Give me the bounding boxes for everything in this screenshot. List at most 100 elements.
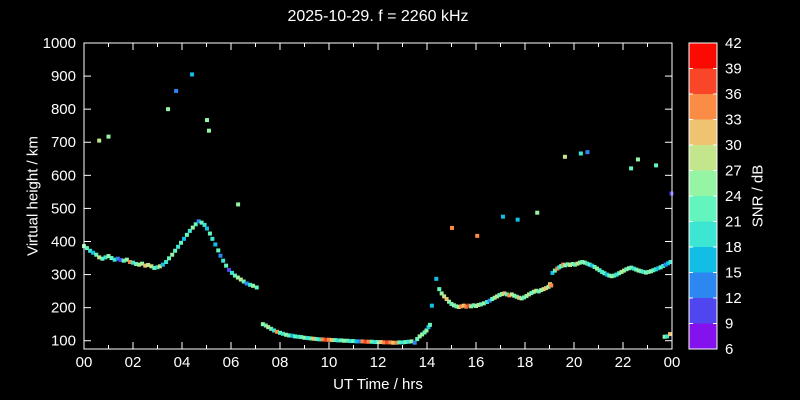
data-point [406,339,411,344]
data-point [133,261,138,266]
colorbar-tick-label: 24 [725,188,742,205]
colorbar-tick-label: 30 [725,137,742,154]
data-point [490,297,495,302]
data-point [526,292,531,297]
data-point [280,331,285,336]
x-tick-label: 02 [125,354,142,371]
data-point [94,252,99,257]
data-point [369,339,374,344]
data-point [497,293,502,298]
data-point [629,265,634,270]
data-point [174,88,179,93]
data-point [644,270,649,275]
data-point [602,271,607,276]
colorbar-tick-label: 12 [725,290,742,307]
data-point [382,340,387,345]
data-point [607,273,612,278]
data-point [614,272,619,277]
data-point [550,270,555,275]
data-point [461,303,466,308]
data-point [155,265,160,270]
data-point [146,262,151,267]
data-point [299,335,304,340]
data-point [173,248,178,253]
data-point [524,294,529,299]
data-point [658,265,663,270]
data-point [636,268,641,273]
data-point [128,259,133,264]
colorbar-title: SNR / dB [749,164,767,228]
data-point [442,294,447,299]
colorbar-segment [689,196,717,222]
data-point [235,275,240,280]
colorbar-segment [689,94,717,120]
data-point [514,294,519,299]
data-point [544,286,549,291]
data-point [665,334,670,339]
data-point [492,295,497,300]
colorbar-tick-label: 27 [725,163,742,180]
x-tick-label: 22 [615,354,632,371]
x-tick-label: 20 [566,354,583,371]
data-point [263,323,268,328]
data-point [345,338,350,343]
colorbar-segment [689,43,717,69]
data-point [568,262,573,267]
y-tick-label: 400 [51,233,76,250]
data-point [631,266,636,271]
colorbar-tick-label: 18 [725,239,742,256]
data-point [103,255,108,260]
data-point [254,285,259,290]
data-point [278,330,282,335]
plot-title: 2025-10-29. f = 2260 kHz [287,8,469,25]
data-point [552,268,557,273]
data-point [587,262,592,267]
data-point [549,283,554,288]
x-tick-label: 12 [370,354,387,371]
data-point [199,220,204,225]
colorbar-tick-label: 15 [725,265,742,282]
data-point [403,340,408,345]
data-point [500,214,505,219]
data-point [106,134,111,139]
data-point [210,236,215,241]
data-point [499,292,504,297]
data-point [284,332,289,337]
data-point [308,336,313,341]
data-point [437,287,442,292]
data-point [385,340,390,345]
data-point [517,295,522,300]
data-point [464,304,469,309]
data-point [236,202,241,207]
colorbar-segment [689,68,717,94]
data-point [140,261,145,266]
data-point [478,302,483,307]
x-tick-label: 16 [468,354,485,371]
data-point [272,328,277,333]
data-point [204,118,209,123]
data-point [512,293,517,298]
data-point [449,302,454,307]
data-point [229,270,234,275]
data-point [244,281,249,286]
data-point [275,329,280,334]
data-point [502,291,507,296]
data-point [187,228,192,233]
data-point [290,333,295,338]
data-point [635,157,640,162]
data-point [97,255,102,260]
data-point [424,328,429,333]
data-point [118,258,123,263]
y-tick-label: 800 [51,101,76,118]
data-point [624,267,629,272]
data-point [388,340,393,345]
data-point [218,253,223,258]
data-point [662,334,667,339]
data-point [451,303,456,308]
y-tick-label: 600 [51,167,76,184]
data-points-layer [82,72,674,345]
data-point [575,261,580,266]
data-point [562,154,567,159]
data-point [475,233,480,238]
